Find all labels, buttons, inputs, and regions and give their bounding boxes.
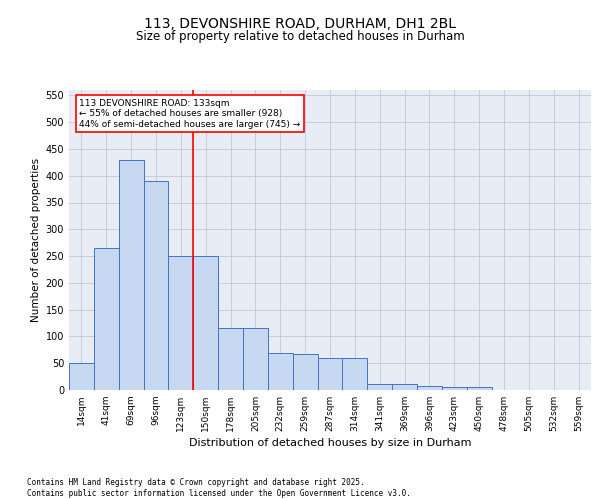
Bar [293, 354, 317, 390]
Text: 113 DEVONSHIRE ROAD: 133sqm
← 55% of detached houses are smaller (928)
44% of se: 113 DEVONSHIRE ROAD: 133sqm ← 55% of det… [79, 99, 301, 129]
Bar [392, 384, 417, 390]
Text: 113, DEVONSHIRE ROAD, DURHAM, DH1 2BL: 113, DEVONSHIRE ROAD, DURHAM, DH1 2BL [144, 18, 456, 32]
Bar [193, 256, 218, 390]
Bar [442, 387, 467, 390]
Bar [143, 181, 169, 390]
Bar [367, 384, 392, 390]
Bar [218, 328, 243, 390]
Text: Size of property relative to detached houses in Durham: Size of property relative to detached ho… [136, 30, 464, 43]
Bar [94, 248, 119, 390]
Y-axis label: Number of detached properties: Number of detached properties [31, 158, 41, 322]
Bar [467, 387, 491, 390]
Bar [169, 256, 193, 390]
X-axis label: Distribution of detached houses by size in Durham: Distribution of detached houses by size … [189, 438, 471, 448]
Bar [317, 358, 343, 390]
Text: Contains HM Land Registry data © Crown copyright and database right 2025.
Contai: Contains HM Land Registry data © Crown c… [27, 478, 411, 498]
Bar [69, 363, 94, 390]
Bar [119, 160, 143, 390]
Bar [268, 352, 293, 390]
Bar [243, 328, 268, 390]
Bar [417, 386, 442, 390]
Bar [343, 358, 367, 390]
